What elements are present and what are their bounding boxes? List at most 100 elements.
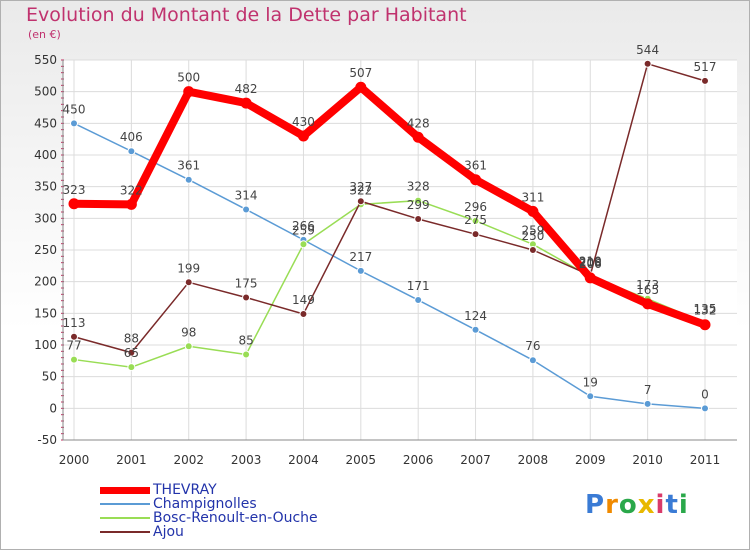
y-tick-label: 100 [34,338,57,352]
x-tick-label: 2007 [460,453,491,467]
data-label: 217 [349,250,372,264]
data-label: 98 [181,325,196,339]
x-tick-label: 2003 [231,453,262,467]
legend-label: Bosc-Renoult-en-Ouche [153,510,318,526]
data-label: 88 [124,332,139,346]
y-tick-label: 250 [34,243,57,257]
data-label: 482 [235,82,258,96]
data-point [70,332,78,341]
data-label: 76 [525,339,540,353]
data-point [642,298,654,310]
data-point [70,355,78,364]
data-point [299,309,308,318]
legend-label: Ajou [153,524,184,540]
legend-label: Champignolles [153,496,257,512]
data-point [528,356,537,365]
data-label: 149 [292,293,315,307]
data-label: 361 [177,159,200,173]
data-label: 430 [292,115,315,129]
data-label: 323 [63,183,86,197]
data-label: 500 [177,71,200,85]
legend-swatch [100,531,150,533]
data-label: 266 [292,219,315,233]
logo-letter: x [637,490,656,520]
data-point [297,130,309,142]
proxiti-logo: Proxiti [585,490,689,520]
y-tick-label: 200 [34,275,57,289]
data-point [643,59,652,68]
data-label: 517 [694,60,717,74]
data-point [299,240,308,249]
data-label: 199 [177,261,200,275]
data-point [240,97,252,109]
x-tick-label: 2004 [288,453,319,467]
data-point [183,86,195,98]
data-label: 171 [407,279,430,293]
y-tick-label: 300 [34,211,57,225]
x-tick-label: 2005 [346,453,377,467]
data-label: 250 [521,229,544,243]
data-point [414,296,423,305]
data-label: 85 [238,334,253,348]
data-label: 259 [521,223,544,237]
data-point [70,119,78,128]
data-point [471,216,480,225]
data-point [127,147,136,156]
data-point [699,319,711,331]
data-label: 65 [124,346,139,360]
data-point [701,76,709,85]
chart-title: Evolution du Montant de la Dette par Hab… [26,4,467,26]
data-point [471,325,480,334]
data-label: 507 [349,66,372,80]
data-label: 311 [521,190,544,204]
data-point [471,230,480,239]
data-label: 77 [66,339,81,353]
data-label: 428 [407,116,430,130]
data-label: 175 [235,277,258,291]
x-tick-label: 2009 [575,453,606,467]
logo-letter: t [665,490,679,520]
data-point [355,81,367,93]
data-point [586,392,595,401]
x-tick-label: 2006 [403,453,434,467]
data-label: 208 [579,256,602,270]
data-point [414,214,423,223]
data-label: 135 [694,302,717,316]
data-point [184,342,193,351]
data-point [701,404,709,413]
y-tick-label: 400 [34,148,57,162]
logo-letter: i [678,490,689,520]
data-label: 173 [636,278,659,292]
data-point [242,350,251,359]
data-point [125,198,137,210]
data-point [127,363,136,372]
x-tick-label: 2010 [632,453,663,467]
series-line-champignolles [73,122,706,410]
y-tick-label: 550 [34,53,57,67]
series-line-ajou [73,63,706,354]
legend-swatch [100,517,150,519]
legend-swatch [100,487,150,494]
data-label: 210 [579,254,602,268]
data-label: 361 [464,159,487,173]
y-tick-label: 0 [49,401,57,415]
x-tick-label: 2000 [59,453,90,467]
logo-letter: P [585,490,606,520]
data-point [643,399,652,408]
data-point [356,266,365,275]
data-point [412,131,424,143]
x-tick-label: 2011 [690,453,721,467]
data-label: 19 [583,375,598,389]
data-point [527,205,539,217]
chart-subtitle: (en €) [28,28,61,41]
data-label: 314 [235,188,258,202]
data-label: 322 [349,183,372,197]
data-label: 124 [464,309,487,323]
data-label: 450 [63,102,86,116]
data-point [414,196,423,205]
data-label: 322 [120,183,143,197]
data-label: 406 [120,130,143,144]
y-tick-label: 50 [42,370,57,384]
data-point [184,175,193,184]
